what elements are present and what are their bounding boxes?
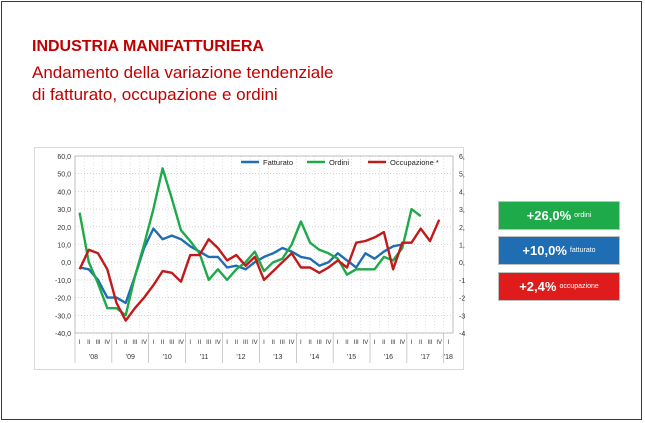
quarter-tick-label: II <box>161 340 165 346</box>
chart-container: 60,0 6,0 50,0 5,0 40,0 4,0 30,0 3,0 20,0 2,0 10,0 1… <box>34 147 465 370</box>
quarter-tick-label: I <box>411 340 413 346</box>
quarter-tick-label: I <box>337 340 339 346</box>
kpi-occupazione-value: +2,4% <box>519 279 557 294</box>
legend-label: Fatturato <box>263 158 293 167</box>
quarter-tick-label: I <box>79 340 81 346</box>
kpi-fatturato: +10,0% fatturato <box>498 236 620 265</box>
kpi-ordini: +26,0% ordini <box>498 201 620 230</box>
legend-label: Occupazione * <box>390 158 439 167</box>
quarter-tick-label: IV <box>436 340 442 346</box>
year-tick-label: '11 <box>200 354 209 361</box>
quarter-tick-label: III <box>354 340 359 346</box>
plot-area-border <box>74 155 454 334</box>
quarter-tick-label: IV <box>399 340 405 346</box>
right-axis-tick-label: 0,0 <box>459 260 465 267</box>
line-chart: 60,0 6,0 50,0 5,0 40,0 4,0 30,0 3,0 20,0 2,0 10,0 1… <box>55 154 465 363</box>
left-axis-tick-label: 40,0 <box>57 189 71 196</box>
left-axis-tick-label: -40,0 <box>55 331 71 338</box>
quarter-tick-label: IV <box>104 340 110 346</box>
left-axis-tick-label: -30,0 <box>55 313 71 320</box>
year-tick-label: '09 <box>126 354 135 361</box>
year-tick-label: '18 <box>444 354 453 361</box>
quarter-tick-label: III <box>280 340 285 346</box>
quarter-tick-label: II <box>198 340 202 346</box>
quarter-tick-label: II <box>382 340 386 346</box>
right-axis-tick-label: -1,0 <box>459 278 465 285</box>
quarter-tick-label: IV <box>326 340 332 346</box>
left-axis-tick-label: 50,0 <box>57 172 71 179</box>
year-tick-label: '15 <box>347 354 356 361</box>
quarter-tick-label: III <box>96 340 101 346</box>
quarter-tick-label: IV <box>178 340 184 346</box>
kpi-fatturato-value: +10,0% <box>522 243 567 258</box>
right-axis-tick-label: -4,0 <box>459 331 465 338</box>
series-line-3 <box>78 219 441 322</box>
kpi-occupazione-label: occupazione <box>559 283 599 290</box>
left-axis-tick-label: -10,0 <box>55 278 71 285</box>
kpi-fatturato-label: fatturato <box>569 247 596 254</box>
quarter-tick-label: II <box>308 340 312 346</box>
page-title: INDUSTRIA MANIFATTURIERA <box>32 38 264 55</box>
quarter-tick-label: IV <box>289 340 295 346</box>
quarter-tick-label: I <box>189 340 191 346</box>
quarter-tick-label: I <box>263 340 265 346</box>
left-axis-tick-label: 60,0 <box>57 154 71 161</box>
year-tick-label: '17 <box>421 354 430 361</box>
quarter-tick-label: II <box>87 340 91 346</box>
right-axis-tick-label: -2,0 <box>459 296 465 303</box>
quarter-tick-label: II <box>345 340 349 346</box>
quarter-tick-label: IV <box>141 340 147 346</box>
left-axis-tick-label: 10,0 <box>57 243 71 250</box>
right-axis-tick-label: 2,0 <box>459 225 465 232</box>
year-tick-label: '13 <box>273 354 282 361</box>
quarter-tick-label: III <box>169 340 174 346</box>
kpi-occupazione: +2,4% occupazione <box>498 272 620 301</box>
kpi-ordini-label: ordini <box>574 212 592 219</box>
quarter-tick-label: I <box>226 340 228 346</box>
left-axis-tick-label: 0,0 <box>61 260 71 267</box>
quarter-tick-label: I <box>448 340 450 346</box>
quarter-tick-label: II <box>124 340 128 346</box>
quarter-tick-label: III <box>132 340 137 346</box>
quarter-tick-label: IV <box>215 340 221 346</box>
right-axis-tick-label: 5,0 <box>459 172 465 179</box>
year-tick-label: '08 <box>89 354 98 361</box>
right-axis-tick-label: 4,0 <box>459 189 465 196</box>
quarter-tick-label: I <box>374 340 376 346</box>
right-axis-tick-label: 6,0 <box>459 154 465 161</box>
page-subtitle: Andamento della variazione tendenziale d… <box>32 62 452 106</box>
kpi-ordini-value: +26,0% <box>526 208 572 223</box>
series-line-2 <box>78 167 422 317</box>
quarter-tick-label: III <box>206 340 211 346</box>
year-tick-label: '10 <box>163 354 172 361</box>
left-axis-tick-label: 30,0 <box>57 207 71 214</box>
quarter-tick-label: III <box>427 340 432 346</box>
quarter-tick-label: II <box>419 340 423 346</box>
quarter-tick-label: I <box>300 340 302 346</box>
subtitle-line-1: Andamento della variazione tendenziale <box>32 63 334 82</box>
left-axis-tick-label: -20,0 <box>55 296 71 303</box>
right-axis-tick-label: -3,0 <box>459 313 465 320</box>
year-tick-label: '14 <box>310 354 319 361</box>
quarter-tick-label: I <box>116 340 118 346</box>
year-tick-label: '12 <box>236 354 245 361</box>
quarter-tick-label: III <box>317 340 322 346</box>
right-axis-tick-label: 3,0 <box>459 207 465 214</box>
quarter-tick-label: IV <box>363 340 369 346</box>
quarter-tick-label: IV <box>252 340 258 346</box>
quarter-tick-label: II <box>272 340 276 346</box>
quarter-tick-label: II <box>235 340 239 346</box>
quarter-tick-label: I <box>153 340 155 346</box>
right-axis-tick-label: 1,0 <box>459 243 465 250</box>
quarter-tick-label: III <box>243 340 248 346</box>
left-axis-tick-label: 20,0 <box>57 225 71 232</box>
year-tick-label: '16 <box>384 354 393 361</box>
legend-label: Ordini <box>329 158 349 167</box>
quarter-tick-label: III <box>391 340 396 346</box>
subtitle-line-2: di fatturato, occupazione e ordini <box>32 85 278 104</box>
